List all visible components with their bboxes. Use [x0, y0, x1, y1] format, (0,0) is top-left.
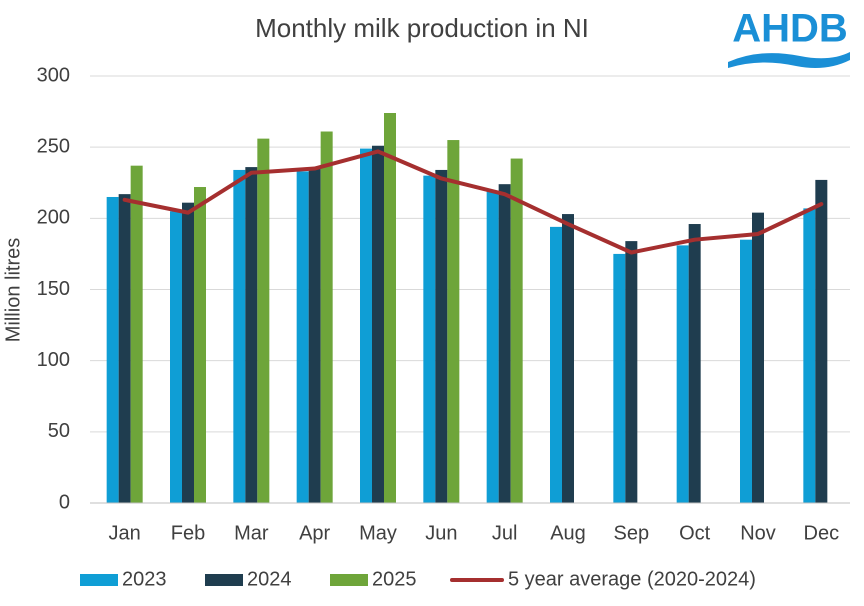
x-tick-label: Apr	[299, 522, 330, 544]
bar	[118, 194, 131, 504]
x-tick-label: May	[359, 522, 397, 544]
bar	[257, 138, 270, 504]
logo: AHDB	[728, 7, 850, 68]
x-tick-label: Sep	[614, 522, 650, 544]
legend-swatch	[330, 574, 368, 586]
line	[122, 149, 824, 255]
logo-text: AHDB	[732, 7, 848, 51]
y-tick-label: 100	[37, 349, 70, 371]
bar	[740, 239, 752, 503]
y-tick-label: 200	[37, 207, 70, 229]
bar	[233, 169, 246, 503]
x-tick-label: Jan	[109, 522, 141, 544]
bar	[320, 131, 333, 503]
x-tick-label: Mar	[234, 522, 269, 544]
x-tick-label: Jul	[492, 522, 518, 544]
bar	[550, 226, 562, 503]
bar	[360, 148, 372, 503]
y-tick-label: 250	[37, 135, 70, 157]
bar	[676, 245, 689, 504]
chart-title: Monthly milk production in NI	[255, 13, 589, 43]
y-axis-label: Million litres	[2, 238, 24, 342]
bar	[182, 202, 194, 503]
bar	[510, 158, 523, 503]
legend-label: 2023	[122, 568, 167, 590]
x-tick-label: Aug	[550, 522, 586, 544]
bar	[308, 167, 321, 504]
bar	[815, 179, 828, 504]
bar	[245, 167, 258, 504]
y-tick-label: 0	[59, 491, 70, 513]
x-tick-label: Jun	[425, 522, 457, 544]
bar	[106, 196, 119, 503]
bar	[625, 241, 638, 503]
bar	[423, 175, 436, 503]
legend-swatch	[80, 574, 118, 586]
y-tick-label: 50	[48, 420, 70, 442]
bar	[170, 211, 182, 503]
bar	[194, 187, 206, 503]
legend-label: 5 year average (2020-2024)	[508, 568, 756, 590]
legend-label: 2025	[372, 568, 417, 590]
bar	[130, 165, 143, 504]
x-tick-label: Oct	[679, 522, 711, 544]
bar	[384, 113, 396, 504]
logo-wave	[728, 52, 850, 68]
bar	[372, 145, 384, 503]
bar	[562, 214, 574, 503]
bar	[752, 212, 764, 503]
bar	[613, 253, 626, 503]
bar	[486, 191, 499, 504]
x-tick-label: Dec	[804, 522, 840, 544]
x-tick-label: Feb	[171, 522, 205, 544]
y-tick-label: 300	[37, 64, 70, 86]
legend-label: 2024	[247, 568, 292, 590]
bar	[296, 171, 309, 503]
bar	[435, 169, 448, 503]
bar	[803, 208, 816, 503]
legend-swatch	[205, 574, 243, 586]
bar	[447, 140, 460, 504]
bar	[688, 224, 701, 503]
bar	[498, 184, 511, 503]
y-tick-label: 150	[37, 278, 70, 300]
x-tick-label: Nov	[740, 522, 776, 544]
